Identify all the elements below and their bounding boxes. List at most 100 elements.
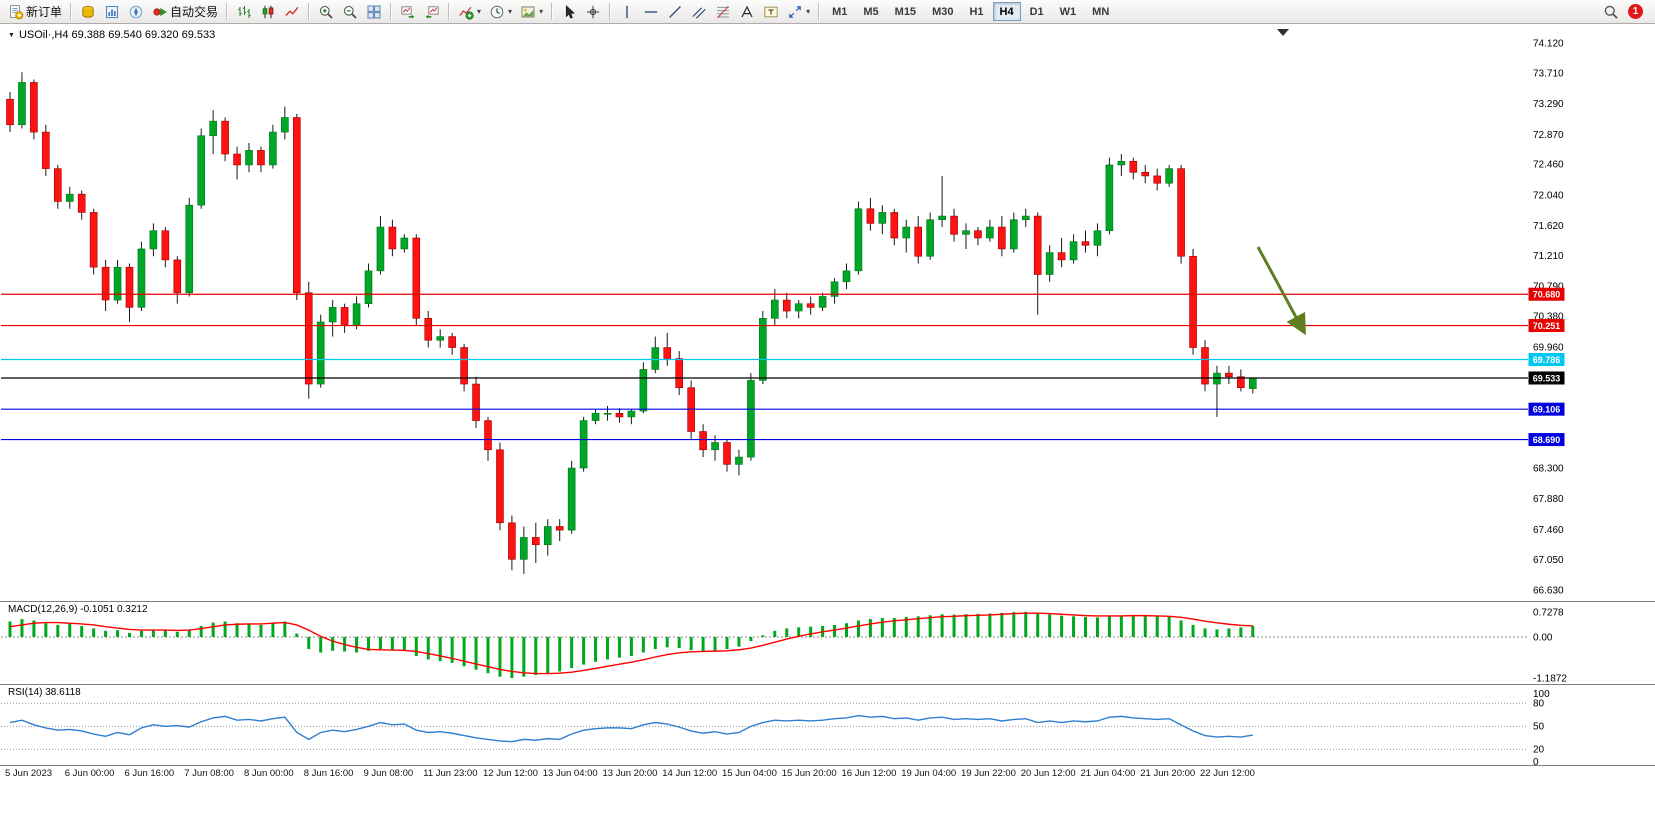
svg-text:71.620: 71.620 <box>1533 221 1564 232</box>
horizontal-line-icon <box>643 4 659 20</box>
tile-windows-button[interactable] <box>362 1 386 23</box>
candle-body <box>770 299 779 319</box>
candle-body <box>1225 372 1233 378</box>
price-lines[interactable]: 70.680 70.251 69.786 69.533 69.106 68.690 <box>1 287 1565 447</box>
svg-text:6 Jun 16:00: 6 Jun 16:00 <box>125 768 175 779</box>
text-label-button[interactable] <box>759 1 783 23</box>
svg-text:70.790: 70.790 <box>1533 282 1564 293</box>
candle-body <box>818 296 827 308</box>
candlestick-button[interactable] <box>256 1 280 23</box>
svg-text:5 Jun 2023: 5 Jun 2023 <box>5 768 52 779</box>
candle-body <box>1165 168 1173 184</box>
horizontal-line-button[interactable] <box>639 1 663 23</box>
candle-body <box>65 193 74 202</box>
timeframe-toolbar: M1 M5 M15 M30 H1 H4 D1 W1 MN <box>824 0 1117 23</box>
trendline-button[interactable] <box>663 1 687 23</box>
price-tag-69.106 <box>1528 402 1565 416</box>
svg-text:9 Jun 08:00: 9 Jun 08:00 <box>364 768 414 779</box>
svg-text:69.106: 69.106 <box>1533 405 1561 415</box>
vertical-line-button[interactable] <box>615 1 639 23</box>
candle-body <box>328 307 337 323</box>
svg-text:50: 50 <box>1533 721 1545 732</box>
text-icon <box>739 4 755 20</box>
timeframe-mn-button[interactable]: MN <box>1085 2 1116 21</box>
timeframe-m15-button[interactable]: M15 <box>888 2 923 21</box>
chart-shift-marker[interactable] <box>1277 29 1289 36</box>
svg-text:72.460: 72.460 <box>1533 160 1564 171</box>
crosshair-button[interactable] <box>581 1 605 23</box>
candle-body <box>615 412 624 418</box>
candle-body <box>914 226 923 257</box>
candle-body <box>448 336 456 348</box>
toolbar-separator <box>818 3 821 20</box>
timeframe-d1-button[interactable]: D1 <box>1023 2 1051 21</box>
navigator-button[interactable] <box>124 1 148 23</box>
svg-text:13 Jun 20:00: 13 Jun 20:00 <box>603 768 658 779</box>
candle-body <box>209 120 217 137</box>
timeframe-h4-button[interactable]: H4 <box>992 2 1021 21</box>
candlestick-series <box>6 72 1257 574</box>
fibonacci-button[interactable] <box>711 1 735 23</box>
auto-scroll-button[interactable] <box>396 1 420 23</box>
candle-body <box>866 208 875 224</box>
candle-body <box>292 117 301 294</box>
timeframe-m30-button[interactable]: M30 <box>925 2 960 21</box>
chevron-down-icon: ▾ <box>806 7 811 16</box>
candle-body <box>663 347 672 359</box>
chart-shift-button[interactable] <box>420 1 444 23</box>
arrows-button[interactable]: ▾ <box>783 1 814 23</box>
candle-body <box>1045 252 1054 275</box>
market-watch-icon <box>80 4 96 20</box>
timeframe-m1-button[interactable]: M1 <box>825 2 854 21</box>
indicators-icon <box>458 4 474 20</box>
line-chart-button[interactable] <box>280 1 304 23</box>
text-button[interactable] <box>735 1 759 23</box>
candle-body <box>1189 255 1197 348</box>
cursor-button[interactable] <box>557 1 581 23</box>
candle-body <box>579 420 588 469</box>
timeframe-h1-button[interactable]: H1 <box>962 2 990 21</box>
equidistant-channel-button[interactable] <box>687 1 711 23</box>
new-order-button-label: 新订单 <box>26 5 63 19</box>
bar-chart-button[interactable] <box>232 1 256 23</box>
channel-icon <box>691 4 707 20</box>
chevron-down-icon: ▾ <box>508 7 513 16</box>
svg-text:73.710: 73.710 <box>1533 68 1564 79</box>
indicators-button[interactable]: ▾ <box>454 1 485 23</box>
toolbar-right: 1 <box>1599 1 1651 23</box>
candle-body <box>221 120 229 155</box>
svg-text:67.880: 67.880 <box>1533 494 1564 505</box>
candle-body <box>77 193 86 213</box>
zoom-in-icon <box>318 4 334 20</box>
candle-body <box>1249 377 1257 389</box>
market-watch-button[interactable] <box>76 1 100 23</box>
svg-text:70.680: 70.680 <box>1533 290 1561 300</box>
candle-body <box>460 347 468 385</box>
candle-body <box>543 526 552 546</box>
trend-arrow-annotation[interactable] <box>1256 246 1306 336</box>
cursor-icon <box>561 4 577 20</box>
zoom-in-button[interactable] <box>314 1 338 23</box>
notification-badge[interactable]: 1 <box>1628 4 1643 19</box>
timeframe-w1-button[interactable]: W1 <box>1053 2 1084 21</box>
candle-body <box>340 307 349 326</box>
svg-text:21 Jun 20:00: 21 Jun 20:00 <box>1140 768 1195 779</box>
candle-body <box>1033 215 1042 275</box>
templates-button[interactable]: ▾ <box>516 1 547 23</box>
toolbar-buttons: 新订单 自动交易 ▾ ▾ ▾ ▾ <box>4 0 824 23</box>
data-window-button[interactable] <box>100 1 124 23</box>
svg-text:6 Jun 00:00: 6 Jun 00:00 <box>65 768 115 779</box>
auto-trading-button[interactable]: 自动交易 <box>148 1 222 23</box>
candle-body <box>603 412 612 415</box>
rsi-label: RSI(14) 38.6118 <box>8 687 81 698</box>
candle-body <box>639 369 648 412</box>
new-order-button[interactable]: 新订单 <box>4 1 66 23</box>
zoom-out-button[interactable] <box>338 1 362 23</box>
search-button[interactable] <box>1599 1 1623 23</box>
timeframe-m5-button[interactable]: M5 <box>856 2 885 21</box>
candle-body <box>1057 252 1066 261</box>
periods-button[interactable]: ▾ <box>485 1 516 23</box>
chart-dropdown-icon[interactable]: ▼ <box>8 31 15 39</box>
candle-body <box>567 467 576 531</box>
